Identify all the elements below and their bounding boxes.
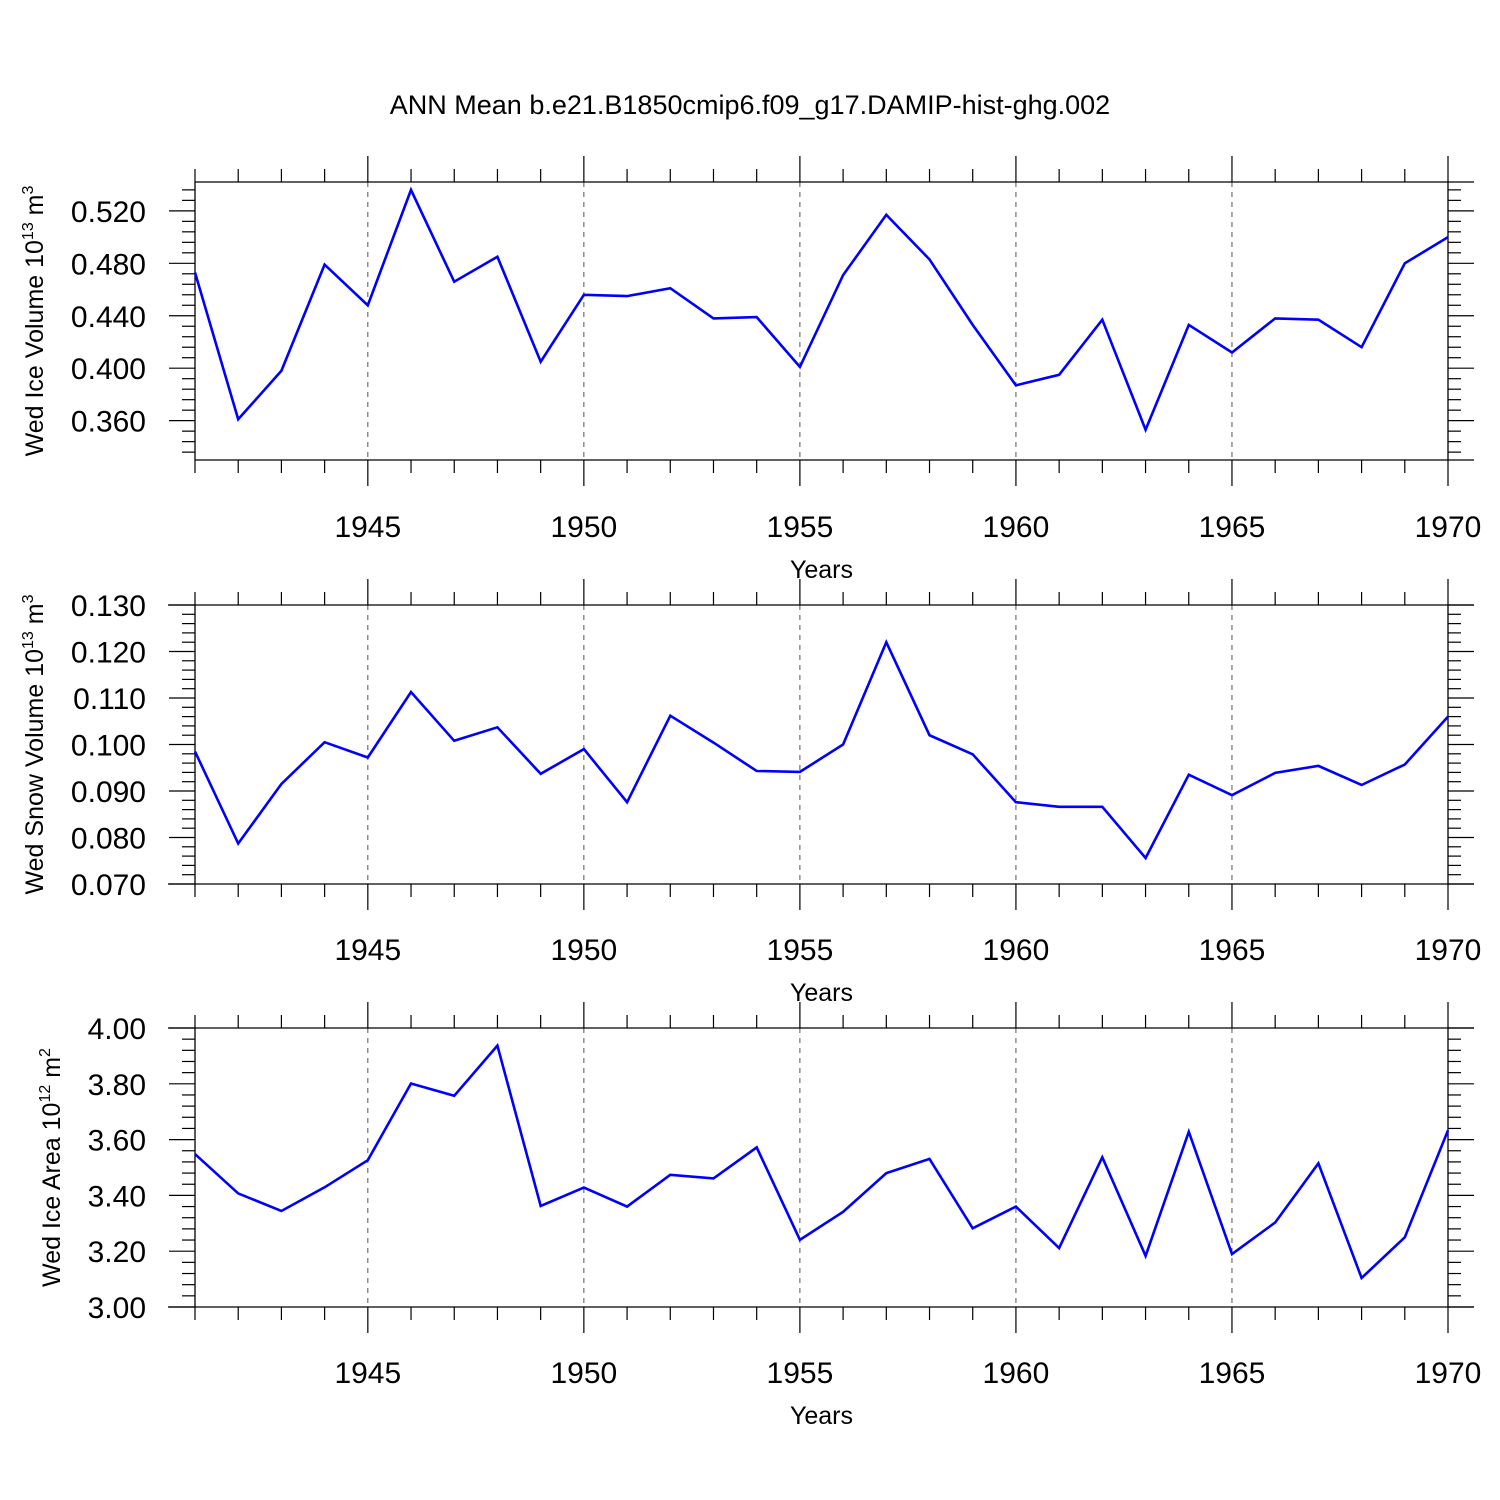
series-line: [193, 186, 1449, 434]
y-tick-label: 0.090: [71, 776, 146, 809]
y-tick-label: 0.130: [71, 590, 146, 623]
y-tick-label: 4.00: [88, 1013, 146, 1046]
x-tick-label: 1955: [767, 511, 834, 544]
y-tick-label: 0.440: [71, 301, 146, 334]
y-tick-label: 0.080: [71, 823, 146, 856]
y-tick-label: 0.360: [71, 406, 146, 439]
x-tick-label: 1965: [1199, 1357, 1266, 1390]
series-line: [193, 638, 1449, 861]
y-tick-label: 3.20: [88, 1236, 146, 1269]
chart-panel-2: 0.070 0.080 0.090 0.100 0.110 0.120 0.130 1945 1…: [20, 579, 1481, 1007]
x-tick-label: 1960: [983, 934, 1050, 967]
y-axis-title-ylabel-exp: 13: [20, 631, 37, 649]
x-tick-label: 1950: [550, 1357, 617, 1390]
x-tick-label: 1960: [983, 511, 1050, 544]
y-axis-title-ylabel: Wed Snow Volume: [21, 677, 49, 895]
y-axis-title-ylabel-exp: 12: [37, 1085, 54, 1103]
x-tick-label: 1955: [767, 934, 834, 967]
x-tick-label: 1970: [1415, 1357, 1482, 1390]
y-tick-label: 0.110: [73, 683, 146, 716]
y-axis-title-ylabel-base: 10: [21, 240, 49, 268]
y-tick-label: 0.480: [71, 248, 146, 281]
y-tick-label: 0.120: [71, 637, 146, 670]
y-tick-label: 0.070: [71, 869, 146, 902]
x-tick-label: 1960: [983, 1357, 1050, 1390]
y-tick-label: 3.80: [88, 1069, 146, 1102]
chart-panel-1: 0.360 0.400 0.440 0.480 0.520 1945 1950 1955 196…: [20, 156, 1481, 584]
x-tick-label: 1955: [767, 1357, 834, 1390]
y-axis-title-ylabel-unit-exp: 3: [20, 594, 37, 603]
y-axis-title-ylabel: Wed Ice Volume: [21, 268, 49, 457]
x-tick-label: 1970: [1415, 934, 1482, 967]
x-tick-label: 1945: [334, 511, 401, 544]
y-axis-title-ylabel-unit: m: [21, 194, 49, 222]
figure-title: ANN Mean b.e21.B1850cmip6.f09_g17.DAMIP-…: [389, 90, 1111, 120]
x-tick-label: 1950: [550, 511, 617, 544]
y-tick-label: 3.40: [88, 1180, 146, 1213]
x-tick-label: 1950: [550, 934, 617, 967]
y-axis-title: Wed Ice Area 1012 m2: [37, 1048, 66, 1287]
y-tick-label: 3.00: [88, 1292, 146, 1325]
chart-panel-3: 3.00 3.20 3.40 3.60 3.80 4.00 1945 1950 1955 1960…: [37, 1002, 1481, 1430]
y-axis-title-ylabel: Wed Ice Area: [38, 1130, 66, 1287]
x-tick-label: 1965: [1199, 934, 1266, 967]
y-axis-title-ylabel-unit: m: [38, 1057, 66, 1085]
y-axis-title-ylabel-base: 10: [21, 649, 49, 677]
x-tick-label: 1945: [334, 934, 401, 967]
y-axis-title-ylabel-unit: m: [21, 603, 49, 631]
x-tick-label: 1965: [1199, 511, 1266, 544]
x-axis-title: Years: [790, 1402, 853, 1430]
x-tick-label: 1970: [1415, 511, 1482, 544]
y-axis-title: Wed Ice Volume 1013 m3: [20, 185, 49, 456]
y-axis-title-ylabel-unit-exp: 2: [37, 1048, 54, 1057]
series-line: [194, 1042, 1450, 1281]
y-tick-label: 0.100: [71, 730, 146, 763]
y-axis-title-ylabel-unit-exp: 3: [20, 185, 37, 194]
y-axis-title-ylabel-exp: 13: [20, 222, 37, 240]
y-tick-label: 0.520: [71, 196, 146, 229]
y-tick-label: 3.60: [88, 1125, 146, 1158]
y-tick-label: 0.400: [71, 353, 146, 386]
x-tick-label: 1945: [334, 1357, 401, 1390]
y-axis-title-ylabel-base: 10: [38, 1103, 66, 1131]
y-axis-title: Wed Snow Volume 1013 m3: [20, 594, 49, 894]
